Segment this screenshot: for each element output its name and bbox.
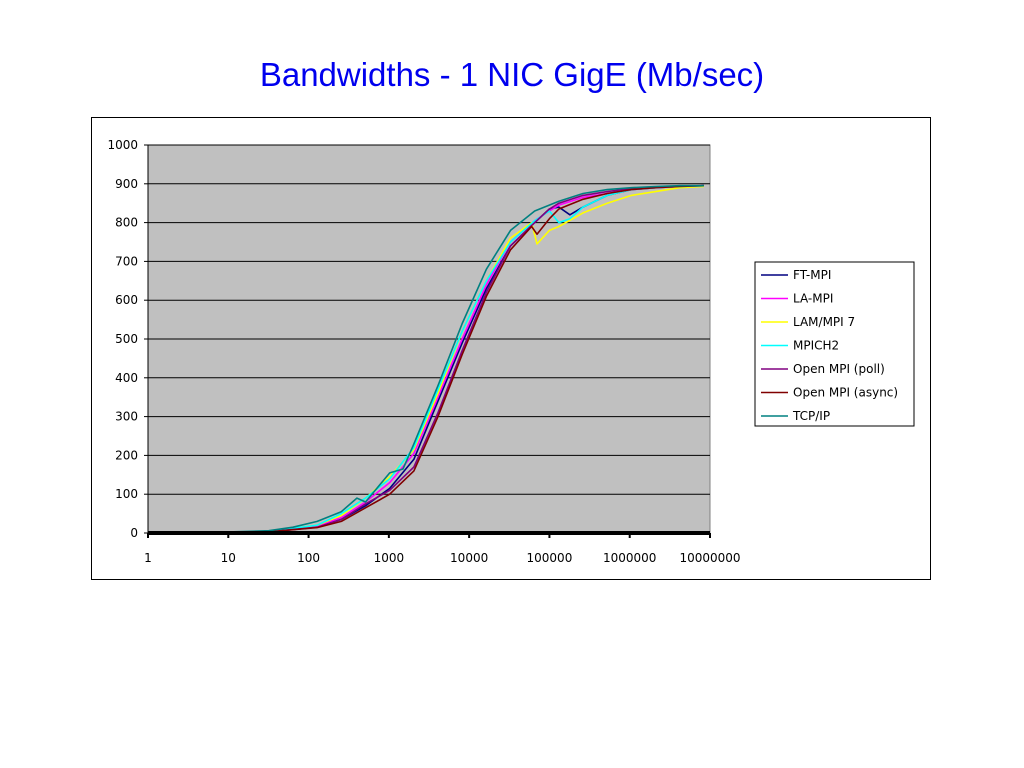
y-tick-label: 200 bbox=[115, 448, 138, 462]
gridlines bbox=[148, 144, 710, 495]
x-tick-label: 100 bbox=[297, 551, 320, 565]
y-tick-label: 800 bbox=[115, 216, 138, 230]
x-tick-label: 1000 bbox=[374, 551, 405, 565]
x-tick-label: 10000 bbox=[450, 551, 488, 565]
series-line-3 bbox=[147, 184, 704, 534]
legend-label: FT-MPI bbox=[793, 268, 831, 282]
y-tick-label: 1000 bbox=[107, 138, 138, 152]
chart-title: Bandwidths - 1 NIC GigE (Mb/sec) bbox=[259, 56, 765, 93]
legend-label: TCP/IP bbox=[792, 409, 830, 423]
y-tick-label: 500 bbox=[115, 332, 138, 346]
x-tick-label: 1 bbox=[144, 551, 152, 565]
legend-label: Open MPI (async) bbox=[793, 386, 898, 400]
y-tick-label: 0 bbox=[130, 526, 138, 540]
x-tick-label: 1000000 bbox=[603, 551, 656, 565]
y-tick-label: 600 bbox=[115, 293, 138, 307]
x-tick-label: 10 bbox=[221, 551, 236, 565]
series-lines bbox=[147, 184, 704, 534]
series-line-2 bbox=[147, 185, 704, 534]
chart-svg: 0 100 200 300 400 500 600 700 800 900 1000 1 10 100 10… bbox=[107, 138, 915, 565]
series-line-4 bbox=[147, 184, 704, 534]
y-tick-label: 900 bbox=[115, 177, 138, 191]
legend-label: Open MPI (poll) bbox=[793, 362, 885, 376]
legend: FT-MPI LA-MPI LAM/MPI 7 MPICH2 Open MPI (pol… bbox=[754, 261, 915, 427]
series-line-6 bbox=[147, 184, 704, 534]
y-tick-label: 300 bbox=[115, 410, 138, 424]
x-tick-label: 100000 bbox=[527, 551, 573, 565]
x-tick-label: 10000000 bbox=[679, 551, 740, 565]
axes: 0 100 200 300 400 500 600 700 800 900 1000 1 10 100 10… bbox=[107, 138, 740, 565]
series-line-5 bbox=[147, 184, 704, 534]
legend-label: LA-MPI bbox=[793, 292, 833, 306]
legend-label: MPICH2 bbox=[793, 339, 839, 353]
y-tick-label: 400 bbox=[115, 371, 138, 385]
chart-frame: 0 100 200 300 400 500 600 700 800 900 1000 1 10 100 10… bbox=[91, 117, 931, 580]
legend-label: LAM/MPI 7 bbox=[793, 315, 855, 329]
y-tick-label: 100 bbox=[115, 487, 138, 501]
legend-box bbox=[754, 261, 915, 427]
y-tick-label: 700 bbox=[115, 254, 138, 268]
